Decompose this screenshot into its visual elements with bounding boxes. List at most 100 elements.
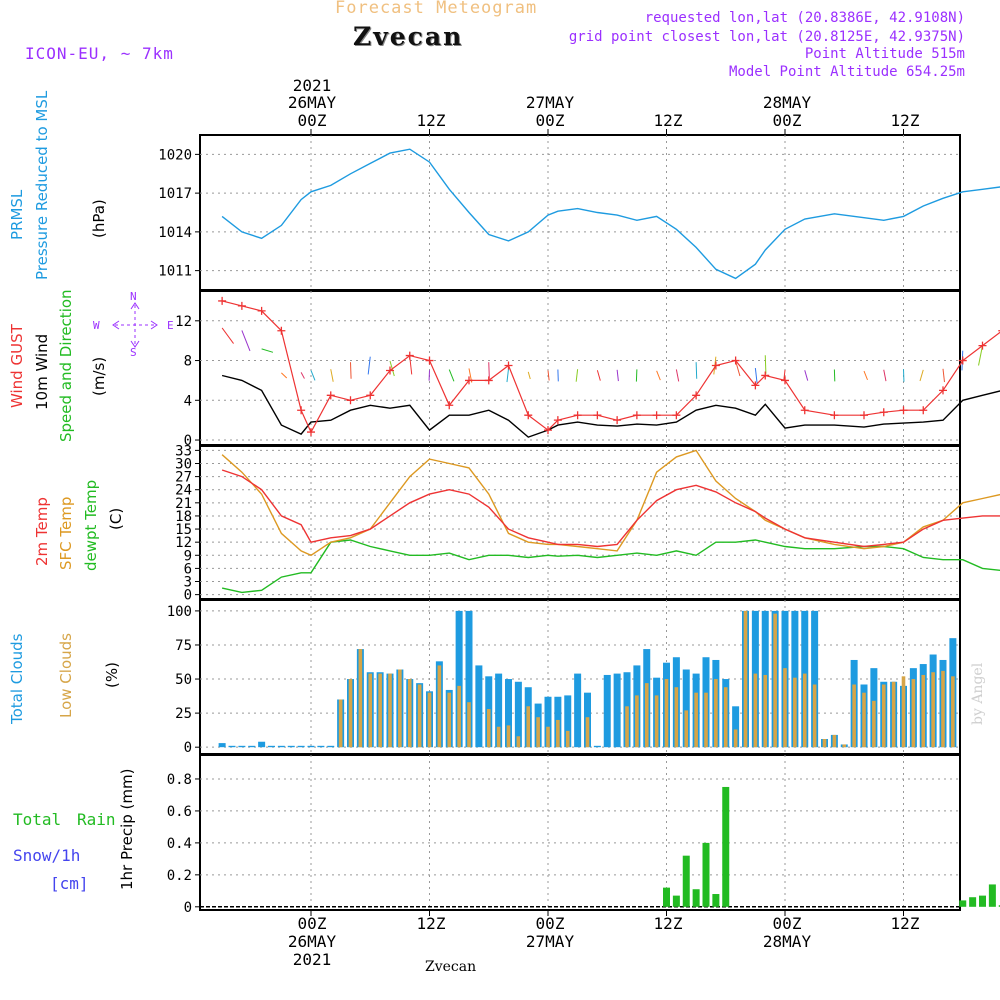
low-cloud-bar	[862, 692, 866, 748]
low-cloud-bar	[664, 679, 669, 748]
gust-marker	[386, 366, 394, 375]
top-hour-label-3: 00Z	[772, 111, 802, 130]
pressure-series-line	[221, 148, 1000, 280]
total-cloud-bar	[258, 741, 266, 748]
compass-w: W	[93, 319, 100, 332]
low-cloud-bar	[763, 674, 768, 748]
gust-marker	[366, 391, 375, 400]
total-cloud-bar	[593, 745, 601, 748]
low-cloud-bar	[714, 679, 718, 748]
total-cloud-bar	[682, 669, 690, 748]
panel-frame-1	[199, 134, 961, 291]
y-tick-label: 0	[184, 740, 192, 756]
gust-marker	[978, 341, 987, 350]
total-cloud-bar	[455, 610, 463, 748]
gust-marker	[277, 326, 286, 335]
footer-place: Zvecan	[425, 959, 477, 975]
low-cloud-bar	[743, 610, 748, 748]
wind-direction-arrow	[281, 372, 288, 379]
top-day-label-3: 28MAY	[762, 93, 812, 112]
wind-direction-arrow	[783, 370, 786, 381]
gust-marker	[731, 356, 740, 365]
total-cloud-bar	[277, 745, 285, 748]
gust-marker	[711, 361, 720, 370]
gust-marker	[652, 411, 661, 420]
compass-e: E	[167, 319, 174, 332]
total-cloud-bar	[287, 745, 295, 748]
gust-marker	[524, 411, 533, 420]
low-cloud-bar	[467, 702, 471, 748]
gust-marker	[919, 406, 928, 415]
y-tick-label: 25	[175, 706, 192, 722]
low-cloud-bar	[674, 687, 679, 748]
total-cloud-bar	[544, 696, 552, 748]
wind-direction-arrow	[596, 370, 601, 381]
bottom-hour-label-3: 00Z	[772, 914, 802, 933]
wind-direction-arrow	[547, 370, 550, 381]
total-cloud-bar	[564, 695, 572, 748]
low-cloud-bar	[526, 706, 531, 748]
low-cloud-bar	[822, 739, 827, 748]
low-cloud-bar	[753, 673, 758, 748]
y-tick-label: 1017	[158, 186, 192, 202]
gust-marker	[425, 356, 434, 365]
low-cloud-bar	[773, 613, 777, 748]
rain-bar	[722, 786, 730, 907]
top-hour-label-2: 00Z	[535, 111, 565, 130]
gust-marker	[218, 296, 227, 305]
rain-bar	[672, 895, 680, 907]
rain-bar	[712, 894, 720, 907]
bottom-noon-label-1: 12Z	[416, 914, 446, 933]
gust-marker	[830, 411, 839, 420]
gust-marker	[257, 306, 266, 315]
low-cloud-bar	[941, 670, 945, 748]
low-cloud-bar	[585, 717, 590, 748]
low-cloud-bar	[793, 677, 797, 748]
low-cloud-bar	[437, 665, 442, 748]
place-name: Zvecan	[353, 22, 464, 51]
low-cloud-bar	[427, 692, 432, 748]
total-cloud-bar	[327, 745, 335, 748]
gust-marker	[405, 351, 414, 360]
top-hour-label-1: 00Z	[297, 111, 327, 130]
gust-marker	[307, 428, 315, 437]
gust-marker	[860, 411, 868, 420]
wind-direction-arrow	[261, 348, 274, 353]
wind-direction-arrow	[616, 369, 619, 382]
low-cloud-bar	[654, 695, 659, 748]
low-cloud-bar	[496, 726, 501, 748]
y-tick-label: 21	[175, 496, 192, 512]
gust-marker	[544, 426, 552, 435]
rain-bar	[663, 887, 670, 907]
gust-marker	[613, 416, 622, 425]
y-tick-label: 4	[184, 393, 192, 409]
gust-marker	[751, 381, 760, 390]
gust-marker	[879, 408, 888, 417]
gust-marker	[899, 406, 908, 415]
total-cloud-bar	[574, 673, 582, 748]
rain-bar	[969, 897, 977, 907]
low-cloud-bar	[704, 692, 708, 748]
low-cloud-bar	[417, 684, 422, 748]
total-cloud-bar	[248, 745, 256, 748]
top-day-label-1: 26MAY	[287, 93, 337, 112]
y-tick-label: 1014	[158, 225, 192, 241]
low-cloud-bar	[644, 683, 649, 748]
y-tick-label: 0	[184, 433, 192, 449]
dewpt-temp-line	[221, 539, 1000, 594]
panel-frame-5	[199, 754, 961, 911]
total-cloud-bar	[297, 745, 305, 748]
gust-marker	[297, 406, 306, 415]
wind-direction-arrow	[754, 368, 758, 383]
top-noon-label-3: 12Z	[890, 111, 920, 130]
wind-direction-arrow	[310, 370, 316, 381]
rain-bar	[692, 889, 700, 907]
gust-marker	[573, 411, 582, 420]
gust-marker	[484, 376, 493, 385]
total-cloud-bar	[475, 665, 483, 748]
wind-direction-arrow	[488, 362, 490, 379]
gust-marker	[958, 356, 967, 365]
wind-direction-arrow	[978, 345, 983, 366]
low-cloud-bar	[901, 676, 906, 748]
low-cloud-bar	[842, 744, 847, 748]
